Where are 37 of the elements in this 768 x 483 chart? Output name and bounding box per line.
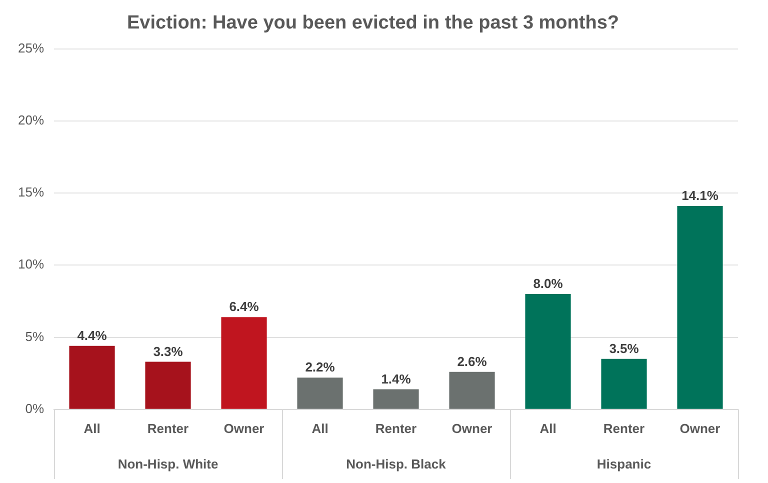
data-label: 2.2%	[305, 360, 336, 375]
text: Non-Hisp. Black	[346, 456, 447, 472]
bar	[449, 372, 495, 409]
x-tick-label: Renter	[603, 420, 645, 436]
bar	[145, 362, 191, 409]
y-tick-label: 25%	[18, 40, 44, 56]
x-tick-label: Renter	[147, 420, 189, 436]
bar	[297, 378, 343, 409]
text: Non-Hisp. White	[118, 456, 218, 472]
data-label: 3.5%	[609, 340, 640, 356]
x-tick-label: All	[540, 420, 556, 436]
bar	[677, 206, 723, 409]
data-label: 8.0%	[533, 276, 564, 292]
y-tick-label: 10%	[18, 256, 44, 272]
data-label: 4.4%	[77, 328, 108, 344]
bar	[221, 317, 267, 409]
y-tick-label: 0%	[25, 400, 44, 416]
x-tick-label: Owner	[452, 420, 492, 436]
x-tick-label: Owner	[680, 420, 720, 436]
data-label: 3.3%	[153, 344, 184, 359]
y-tick-label: 5%	[25, 328, 44, 344]
x-tick-label: All	[312, 420, 328, 436]
data-label: 1.4%	[381, 371, 412, 386]
bar	[525, 294, 571, 409]
data-label: 6.4%	[229, 299, 260, 314]
bar	[373, 389, 419, 409]
chart-title: Eviction: Have you been evicted in the past 3 months?	[127, 12, 619, 34]
bar	[69, 346, 115, 409]
x-tick-label: Renter	[375, 420, 417, 436]
text: Hispanic	[596, 456, 652, 472]
x-tick-label: All	[84, 420, 100, 436]
data-label: 2.6%	[457, 354, 488, 369]
x-tick-label: Owner	[224, 420, 264, 436]
data-label: 14.1%	[682, 188, 719, 204]
bar	[601, 358, 647, 409]
y-tick-label: 20%	[18, 112, 44, 128]
y-tick-label: 15%	[18, 184, 44, 200]
